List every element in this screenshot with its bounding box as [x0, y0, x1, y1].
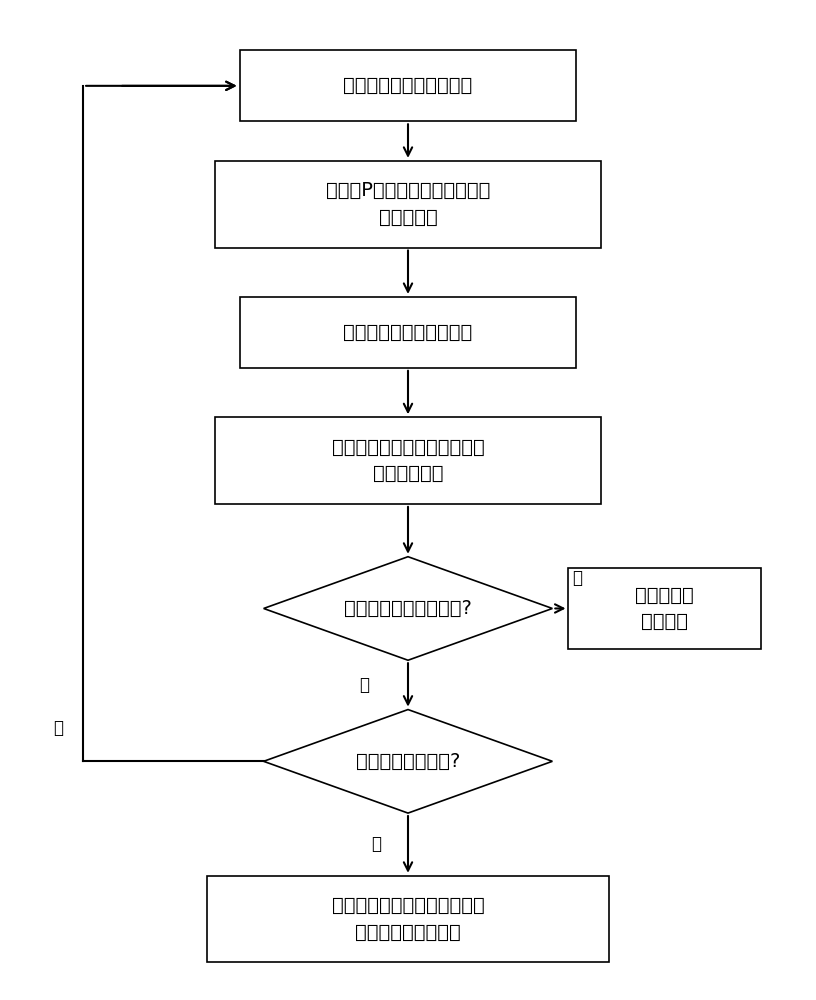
Text: 是否到达目的节点?: 是否到达目的节点? [356, 752, 460, 771]
Polygon shape [264, 557, 552, 660]
FancyBboxPatch shape [215, 417, 601, 504]
Polygon shape [264, 710, 552, 813]
Text: 是: 是 [573, 569, 583, 587]
Text: 是否达到最大路由跳数?: 是否达到最大路由跳数? [344, 599, 472, 618]
FancyBboxPatch shape [240, 297, 576, 368]
Text: 否: 否 [359, 676, 369, 694]
FancyBboxPatch shape [569, 568, 761, 649]
Text: 执行信息素
挥发操作: 执行信息素 挥发操作 [636, 586, 694, 631]
Text: 否: 否 [53, 719, 63, 737]
Text: 计算各端口前向蚂蚁的转发概
率并转发概率: 计算各端口前向蚂蚁的转发概 率并转发概率 [331, 438, 485, 483]
Text: 更新当前前向蚂蚁的等级: 更新当前前向蚂蚁的等级 [344, 323, 472, 342]
FancyBboxPatch shape [207, 876, 609, 962]
Text: 前向蚂蚁到达目的节点并在目
的节点生成后向蚂蚁: 前向蚂蚁到达目的节点并在目 的节点生成后向蚂蚁 [331, 896, 485, 942]
FancyBboxPatch shape [215, 161, 601, 248]
Text: 非目的节点接收前向蚂蚁: 非目的节点接收前向蚂蚁 [344, 76, 472, 95]
FancyBboxPatch shape [240, 50, 576, 121]
Text: 是: 是 [371, 835, 381, 853]
Text: 以概率P判断是否变更当前前向
蚂蚁的等级: 以概率P判断是否变更当前前向 蚂蚁的等级 [326, 181, 490, 227]
